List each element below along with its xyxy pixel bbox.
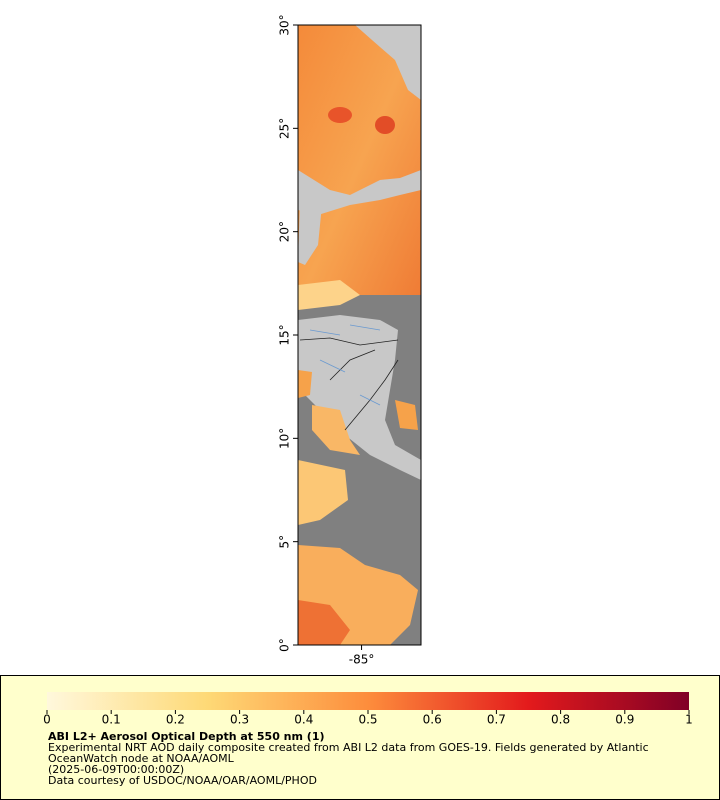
aod-field [328,107,352,123]
aod-field [395,400,418,430]
colorbar-axis: 0 0.1 0.2 0.3 0.4 0.5 0.6 0.7 0.8 0.9 1 [43,710,693,727]
colorbar-tick-label: 0.5 [358,713,377,727]
aod-field [312,405,360,455]
colorbar-tick-label: 0.2 [166,713,185,727]
legend-time: (2025-06-09T00:00:00Z) [48,763,185,776]
land [298,315,421,480]
lat-tick-label: 0° [278,638,292,652]
lat-tick-label: 15° [278,324,292,345]
aod-field [298,25,421,305]
lat-tick-label: 5° [278,535,292,549]
lat-tick-label: 10° [278,428,292,449]
legend-title: ABI L2+ Aerosol Optical Depth at 550 nm … [48,730,325,743]
colorbar-tick-label: 0 [43,713,51,727]
land [298,170,421,215]
lon-axis: -85° [349,645,375,667]
aod-field [298,460,348,525]
legend-credit: Data courtesy of USDOC/NOAA/OAR/AOML/PHO… [48,774,317,787]
colorbar-tick-label: 0.1 [102,713,121,727]
colorbar-tick-label: 0.6 [423,713,442,727]
border [299,337,399,431]
lon-tick-label: -85° [349,653,375,667]
lat-tick-label: 30° [278,14,292,35]
land [298,200,322,265]
legend-text: ABI L2+ Aerosol Optical Depth at 550 nm … [48,731,688,786]
aod-field [298,370,312,398]
colorbar-tick-label: 0.3 [230,713,249,727]
land [355,25,421,100]
lat-tick-label: 20° [278,221,292,242]
map [298,25,421,645]
lat-axis: 0° 5° 10° 15° 20° 25° 30° [278,14,298,652]
colorbar [47,692,689,710]
legend-description: Experimental NRT AOD daily composite cre… [48,741,649,765]
colorbar-tick-label: 0.4 [294,713,313,727]
river [309,324,381,406]
aod-field [298,600,350,645]
aod-field [375,116,395,134]
colorbar-tick-label: 0.7 [487,713,506,727]
lat-tick-label: 25° [278,118,292,139]
colorbar-tick-label: 0.8 [551,713,570,727]
colorbar-tick-label: 0.9 [615,713,634,727]
colorbar-tick-label: 1 [685,713,693,727]
aod-field [298,280,360,310]
